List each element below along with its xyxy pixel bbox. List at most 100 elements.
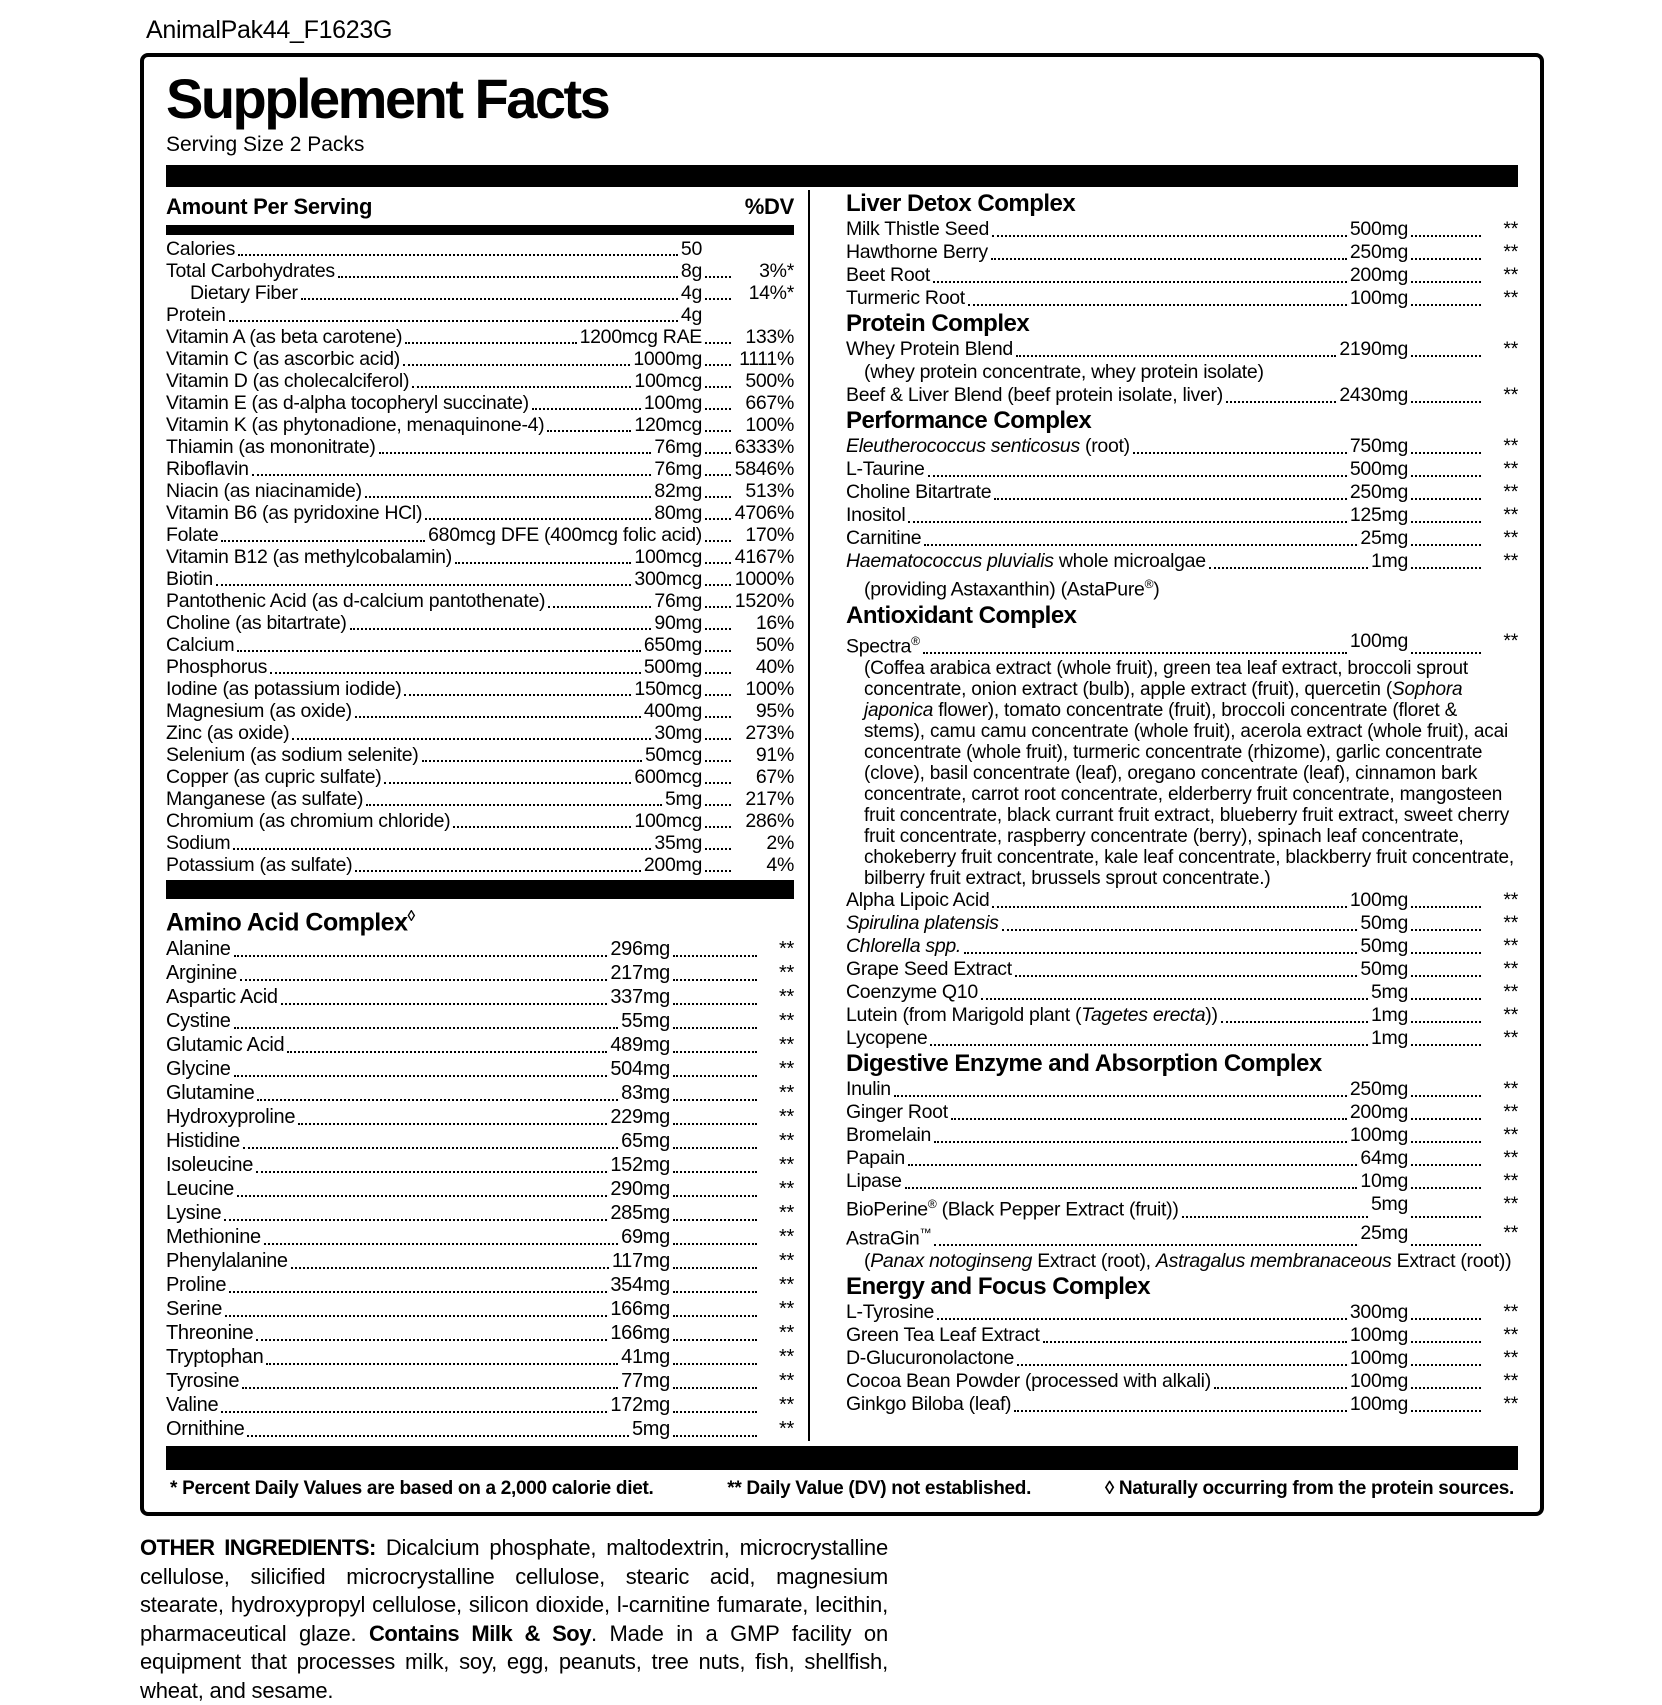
ingredient-dv: ** — [779, 1010, 794, 1033]
ingredient-name: Spirulina platensis — [846, 912, 999, 934]
ingredient-amount: 2190mg — [1339, 338, 1408, 360]
table-row: Haematococcus pluvialis whole microalgae… — [846, 550, 1518, 573]
ingredient-name: Haematococcus pluvialis whole microalgae — [846, 550, 1206, 572]
dot-leader — [980, 981, 1368, 1000]
ingredient-name: Selenium (as sodium selenite) — [166, 744, 419, 766]
ingredient-amount: 152mg — [610, 1154, 670, 1177]
table-row: Inulin 250mg ** — [846, 1078, 1518, 1101]
dot-leader — [705, 304, 731, 322]
ingredient-name: Copper (as cupric sulfate) — [166, 766, 382, 788]
ingredient-dv: 67% — [755, 766, 794, 788]
dot-leader — [1411, 912, 1481, 931]
dot-leader — [705, 810, 731, 828]
ingredient-dv: ** — [1503, 1004, 1518, 1026]
ingredient-name: Tyrosine — [166, 1370, 240, 1393]
dot-leader — [992, 218, 1347, 237]
ingredient-name: Protein — [166, 304, 226, 326]
ingredient-dv: ** — [1503, 889, 1518, 911]
table-row: Spirulina platensis 50mg ** — [846, 912, 1518, 935]
ingredient-dv: ** — [779, 986, 794, 1009]
dot-leader — [705, 568, 731, 586]
dot-leader — [242, 1369, 619, 1390]
ingredient-dv: 16% — [755, 612, 794, 634]
table-row: Zinc (as oxide) 30mg 273% — [166, 722, 794, 744]
dot-leader — [927, 458, 1347, 477]
dot-leader — [404, 678, 632, 696]
ingredient-name: Pantothenic Acid (as d-calcium pantothen… — [166, 590, 546, 612]
dot-leader — [256, 1321, 608, 1342]
ingredient-name: Lycopene — [846, 1027, 928, 1049]
dot-leader — [405, 326, 577, 344]
ingredient-name: Choline Bitartrate — [846, 481, 992, 503]
dot-leader — [673, 937, 757, 958]
ingredient-amount: 100mcg — [634, 546, 702, 568]
ingredient-amount: 50mg — [1360, 935, 1408, 957]
dot-leader — [673, 1345, 757, 1366]
dot-leader — [257, 1081, 619, 1102]
ingredient-dv: ** — [1503, 218, 1518, 240]
ingredient-name: Vitamin B12 (as methylcobalamin) — [166, 546, 452, 568]
ingredient-dv: 2% — [766, 832, 794, 854]
ingredient-name: Whey Protein Blend — [846, 338, 1013, 360]
ingredient-dv: 40% — [755, 656, 794, 678]
dot-leader — [421, 744, 642, 762]
dot-leader — [1001, 912, 1358, 931]
ingredient-amount: 500mg — [1349, 218, 1408, 240]
dot-leader — [292, 722, 652, 740]
table-row: Glycine 504mg ** — [166, 1057, 794, 1081]
footnote-daily-values: * Percent Daily Values are based on a 2,… — [170, 1478, 654, 1500]
dot-leader — [366, 788, 662, 806]
ingredient-name: Arginine — [166, 962, 237, 985]
dot-leader — [1411, 1393, 1481, 1412]
ingredient-dv: ** — [1503, 629, 1518, 652]
ingredient-amount: 50mg — [1360, 958, 1408, 980]
left-column: Amount Per Serving %DV Calories 50 Total C… — [166, 190, 794, 1441]
section-heading: Protein Complex — [846, 310, 1030, 337]
other-ingredients-paragraph: OTHER INGREDIENTS: Dicalcium phosphate, … — [140, 1535, 888, 1703]
dot-leader — [1411, 1324, 1481, 1343]
dot-leader — [233, 832, 652, 850]
ingredient-amount: 500mg — [643, 656, 702, 678]
ingredient-dv: ** — [779, 1130, 794, 1153]
table-row: Riboflavin 76mg 5846% — [166, 458, 794, 480]
ingredient-dv: 100% — [745, 678, 794, 700]
table-row: AstraGin™ 25mg ** — [846, 1222, 1518, 1251]
table-row: Magnesium (as oxide) 400mg 95% — [166, 700, 794, 722]
ingredient-name: Valine — [166, 1394, 219, 1417]
ingredient-name: Alanine — [166, 938, 231, 961]
dot-leader — [705, 700, 731, 718]
dot-leader — [1411, 889, 1481, 908]
ingredient-name: Inulin — [846, 1078, 891, 1100]
dot-leader — [904, 1170, 1358, 1189]
ingredient-dv: ** — [779, 1082, 794, 1105]
dot-leader — [453, 810, 632, 828]
dot-leader — [673, 1177, 757, 1198]
dot-leader — [1411, 958, 1481, 977]
dot-leader — [990, 241, 1347, 260]
percent-dv-label: %DV — [744, 194, 795, 219]
table-row: Phenylalanine 117mg ** — [166, 1249, 794, 1273]
dot-leader — [1411, 1370, 1481, 1389]
table-row: Potassium (as sulfate) 200mg 4% — [166, 854, 794, 876]
dot-leader — [1411, 264, 1481, 283]
ingredient-dv: ** — [779, 1274, 794, 1297]
ingredient-name: Zinc (as oxide) — [166, 722, 290, 744]
divider-bar — [166, 165, 1518, 187]
ingredient-name: Vitamin C (as ascorbic acid) — [166, 348, 400, 370]
ingredient-name: Glutamine — [166, 1082, 255, 1105]
ingredient-name: Potassium (as sulfate) — [166, 854, 353, 876]
dot-leader — [705, 436, 731, 454]
ingredient-amount: 100mg — [1349, 1393, 1408, 1415]
ingredient-name: Leucine — [166, 1178, 234, 1201]
dot-leader — [384, 766, 632, 784]
dot-leader — [403, 348, 631, 366]
ingredient-amount: 100mg — [1349, 1347, 1408, 1369]
dot-leader — [233, 937, 608, 958]
ingredient-amount: 83mg — [621, 1082, 670, 1105]
table-row: Serine 166mg ** — [166, 1297, 794, 1321]
table-row: Chlorella spp. 50mg ** — [846, 935, 1518, 958]
table-row: Aspartic Acid 337mg ** — [166, 985, 794, 1009]
ingredient-amount: 55mg — [621, 1010, 670, 1033]
ingredient-amount: 1mg — [1370, 1004, 1408, 1026]
ingredient-name: Milk Thistle Seed — [846, 218, 990, 240]
